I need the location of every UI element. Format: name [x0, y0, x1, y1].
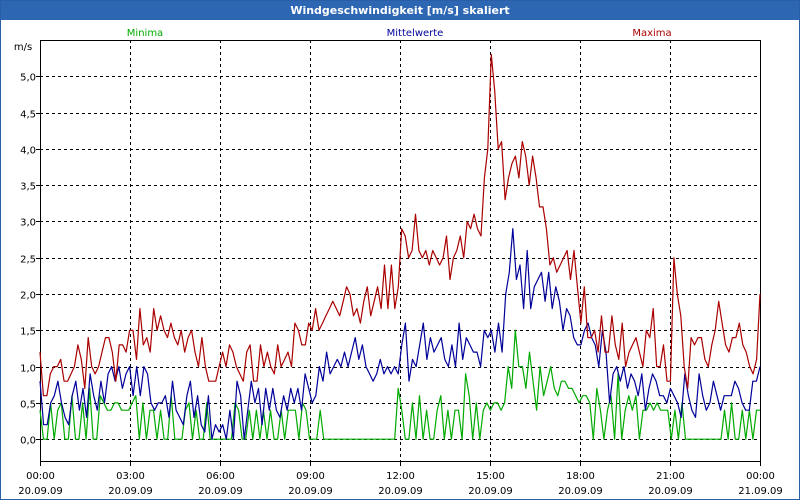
x-tick-date: 21.09.09 — [738, 486, 783, 497]
y-tick-label: 4,0 — [20, 146, 36, 157]
y-tick-label: 1,5 — [20, 327, 36, 338]
x-tick-time: 12:00 — [386, 471, 415, 482]
x-tick-date: 20.09.09 — [198, 486, 243, 497]
x-tick-date: 20.09.09 — [108, 486, 153, 497]
y-axis-unit-label: m/s — [14, 42, 32, 53]
series-line-maxima — [39, 53, 761, 397]
x-tick-time: 21:00 — [656, 471, 685, 482]
x-tick-date: 20.09.09 — [378, 486, 423, 497]
x-tick-date: 20.09.09 — [288, 486, 333, 497]
y-tick-label: 4,5 — [20, 110, 36, 121]
series-line-mittelwerte — [39, 228, 761, 440]
legend-label-mittelwerte: Mittelwerte — [387, 28, 444, 39]
x-tick-date: 20.09.09 — [18, 486, 63, 497]
x-tick-date: 20.09.09 — [558, 486, 603, 497]
y-tick-label: 2,0 — [20, 291, 36, 302]
x-tick-date: 20.09.09 — [648, 486, 693, 497]
x-tick-time: 18:00 — [566, 471, 595, 482]
x-tick-time: 15:00 — [476, 471, 505, 482]
legend-label-maxima: Maxima — [632, 28, 671, 39]
y-tick-label: 5,0 — [20, 73, 36, 84]
y-tick-label: 1,0 — [20, 364, 36, 375]
window-title: Windgeschwindigkeit [m/s] skaliert — [1, 1, 799, 20]
y-tick-label: 0,5 — [20, 400, 36, 411]
x-tick-time: 00:00 — [26, 471, 55, 482]
y-tick-label: 2,5 — [20, 255, 36, 266]
y-tick-label: 3,0 — [20, 218, 36, 229]
x-tick-time: 03:00 — [116, 471, 145, 482]
y-tick-label: 3,5 — [20, 182, 36, 193]
y-tick-label: 0,0 — [20, 436, 36, 447]
x-tick-time: 09:00 — [296, 471, 325, 482]
series-line-minima — [39, 329, 760, 440]
x-tick-time: 06:00 — [206, 471, 235, 482]
x-tick-date: 20.09.09 — [468, 486, 513, 497]
legend-label-minima: Minima — [127, 28, 163, 39]
x-tick-time: 00:00 — [746, 471, 775, 482]
